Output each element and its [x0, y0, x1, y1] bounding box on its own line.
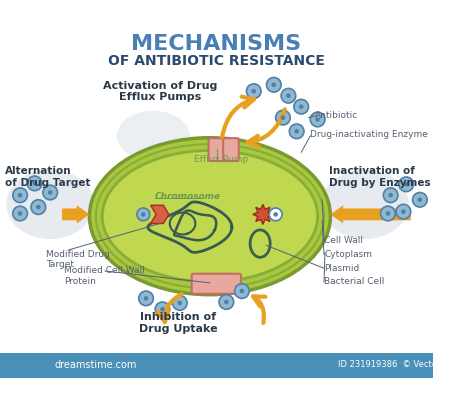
- Circle shape: [48, 190, 53, 195]
- Circle shape: [43, 185, 57, 200]
- Circle shape: [315, 117, 320, 122]
- Text: Inactivation of
Drug by Enzymes: Inactivation of Drug by Enzymes: [328, 166, 430, 188]
- Ellipse shape: [117, 111, 190, 161]
- Text: Cytoplasm: Cytoplasm: [324, 250, 372, 259]
- Circle shape: [18, 211, 22, 216]
- Circle shape: [383, 188, 398, 203]
- Circle shape: [310, 112, 325, 127]
- Ellipse shape: [90, 138, 330, 295]
- Circle shape: [246, 84, 261, 98]
- Circle shape: [224, 300, 228, 304]
- Circle shape: [27, 176, 42, 191]
- FancyBboxPatch shape: [191, 274, 241, 294]
- Polygon shape: [253, 204, 273, 224]
- FancyArrow shape: [62, 205, 90, 224]
- Text: Modified Cell Wall
Protein: Modified Cell Wall Protein: [64, 266, 145, 286]
- Circle shape: [386, 211, 390, 216]
- Circle shape: [13, 206, 27, 221]
- Circle shape: [144, 296, 148, 301]
- Text: ID 231919386  © VectorMine: ID 231919386 © VectorMine: [337, 361, 460, 369]
- Circle shape: [273, 212, 278, 217]
- Circle shape: [294, 100, 309, 114]
- Circle shape: [31, 200, 46, 214]
- Circle shape: [388, 193, 393, 198]
- Circle shape: [252, 89, 256, 94]
- Circle shape: [399, 177, 413, 192]
- Text: Modified Drug
Target: Modified Drug Target: [46, 250, 109, 269]
- Polygon shape: [151, 205, 169, 224]
- Text: Efflux Pump: Efflux Pump: [194, 155, 249, 164]
- Bar: [0, 353, 433, 378]
- Circle shape: [219, 295, 234, 309]
- Text: Antibiotic: Antibiotic: [315, 111, 358, 120]
- Circle shape: [32, 181, 37, 186]
- FancyArrowPatch shape: [247, 109, 285, 147]
- Circle shape: [404, 182, 409, 186]
- Circle shape: [173, 295, 187, 310]
- Circle shape: [13, 188, 27, 203]
- FancyArrow shape: [330, 205, 411, 224]
- Text: Alternation
of Drug Target: Alternation of Drug Target: [5, 166, 90, 188]
- Text: Cell Wall: Cell Wall: [324, 236, 363, 245]
- FancyBboxPatch shape: [223, 138, 239, 161]
- Text: MECHANISMS: MECHANISMS: [131, 34, 301, 54]
- Circle shape: [381, 206, 395, 221]
- FancyArrowPatch shape: [158, 294, 182, 322]
- Text: Inhibition of
Drug Uptake: Inhibition of Drug Uptake: [139, 312, 217, 334]
- Circle shape: [160, 307, 165, 312]
- Circle shape: [137, 208, 150, 221]
- Circle shape: [18, 193, 22, 198]
- Circle shape: [141, 212, 146, 217]
- Circle shape: [289, 124, 304, 139]
- Text: dreamstime.com: dreamstime.com: [55, 360, 137, 370]
- Circle shape: [155, 302, 170, 317]
- Circle shape: [266, 77, 281, 92]
- Text: OF ANTIBIOTIC RESISTANCE: OF ANTIBIOTIC RESISTANCE: [108, 54, 325, 68]
- Circle shape: [401, 209, 406, 214]
- Ellipse shape: [6, 170, 94, 239]
- Circle shape: [286, 94, 291, 98]
- Ellipse shape: [102, 150, 318, 282]
- Ellipse shape: [321, 170, 409, 239]
- Circle shape: [294, 129, 299, 134]
- Circle shape: [281, 88, 296, 103]
- FancyBboxPatch shape: [209, 138, 224, 161]
- Circle shape: [272, 83, 276, 87]
- Circle shape: [235, 284, 249, 298]
- Text: Bacterial Cell: Bacterial Cell: [324, 277, 384, 286]
- Circle shape: [36, 205, 41, 209]
- Text: Activation of Drug
Efflux Pumps: Activation of Drug Efflux Pumps: [102, 81, 217, 102]
- FancyArrowPatch shape: [222, 97, 254, 137]
- Circle shape: [412, 192, 427, 207]
- Circle shape: [178, 301, 182, 305]
- Circle shape: [269, 208, 282, 221]
- Circle shape: [139, 291, 154, 306]
- Circle shape: [418, 198, 422, 202]
- Text: Chromosome: Chromosome: [155, 192, 221, 201]
- FancyArrowPatch shape: [253, 296, 265, 323]
- Text: Drug-inactivating Enzyme: Drug-inactivating Enzyme: [310, 130, 428, 139]
- Circle shape: [239, 289, 244, 293]
- Circle shape: [276, 110, 290, 125]
- Text: Plasmid: Plasmid: [324, 264, 359, 273]
- Circle shape: [281, 115, 285, 120]
- Circle shape: [299, 104, 303, 109]
- Circle shape: [396, 204, 411, 219]
